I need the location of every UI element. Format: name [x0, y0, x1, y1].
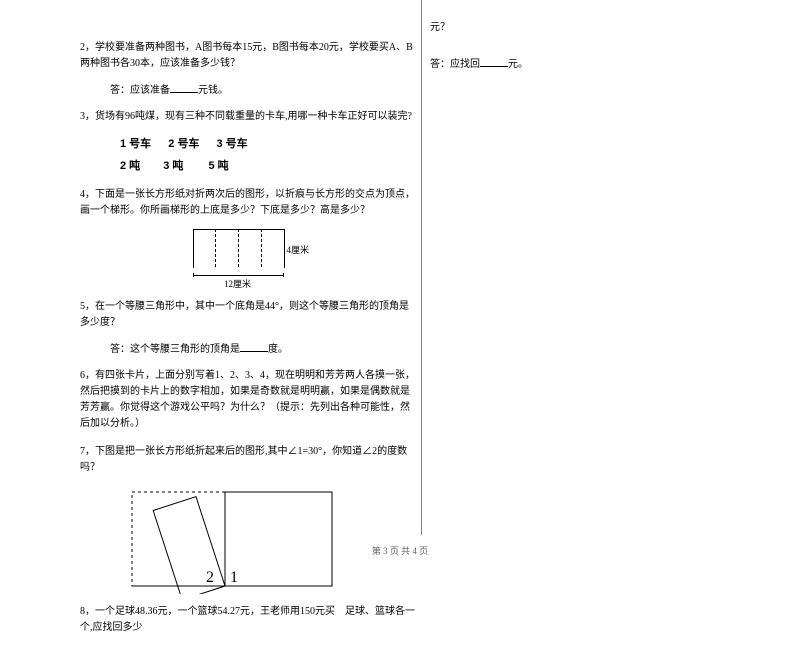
truck-2-value: 3 吨: [163, 160, 183, 172]
page-footer: 第 3 页 共 4 页: [0, 544, 800, 557]
angle-diagram: 1 2: [130, 486, 350, 594]
blank-field: [240, 341, 268, 352]
blank-field: [170, 82, 198, 93]
fold-baseline: [193, 275, 283, 276]
angle-svg: 1 2: [130, 486, 350, 594]
truck-2-label: 2 号车: [168, 138, 199, 150]
right-column: 元？ 答：应找回 元。: [430, 20, 730, 83]
question-4: 4，下面是一张长方形纸对折两次后的图形，以折痕与长方形的交点为顶点，画一个梯形。…: [80, 187, 415, 219]
truck-value-row: 2 吨 3 吨 5 吨: [120, 157, 415, 173]
question-5: 5，在一个等腰三角形中，其中一个底角是44°，则这个等腰三角形的顶角是多少度？: [80, 299, 415, 331]
fold-dash-3: [261, 229, 262, 267]
angle-1-label: 1: [230, 569, 238, 586]
truck-1-label: 1 号车: [120, 138, 151, 150]
answer-8-prefix: 答：应找回: [430, 59, 480, 70]
angle-2-label: 2: [206, 569, 214, 586]
answer-2-suffix: 元钱。: [198, 85, 228, 96]
question-2: 2，学校要准备两种图书，A图书每本15元，B图书每本20元，学校要买A、B两种图…: [80, 40, 415, 72]
question-3: 3，货场有96吨煤，现有三种不同载重量的卡车,用哪一种卡车正好可以装完?: [80, 109, 415, 125]
answer-5: 答：这个等腰三角形的顶角是 度。: [110, 341, 415, 358]
fold-width-label: 12厘米: [193, 277, 283, 290]
question-8-cont: 元？: [430, 20, 730, 36]
fold-height-label: 4厘米: [287, 243, 310, 256]
truck-1-value: 2 吨: [120, 160, 140, 172]
answer-5-prefix: 答：这个等腰三角形的顶角是: [110, 344, 240, 355]
fold-dash-1: [215, 229, 216, 267]
truck-header-row: 1 号车 2 号车 3 号车: [120, 135, 415, 151]
answer-2-prefix: 答：应该准备: [110, 85, 170, 96]
blank-field: [480, 56, 508, 67]
page: 2，学校要准备两种图书，A图书每本15元，B图书每本20元，学校要买A、B两种图…: [0, 0, 800, 565]
question-8: 8，一个足球48.36元，一个篮球54.27元，王老师用150元买 足球、篮球各…: [80, 604, 415, 636]
answer-2: 答：应该准备 元钱。: [110, 82, 415, 99]
right-rect: [225, 492, 332, 586]
fold-diagram: 4厘米 12厘米: [183, 229, 313, 289]
truck-3-value: 5 吨: [209, 160, 229, 172]
fold-dash-2: [238, 229, 239, 267]
column-divider: [421, 0, 422, 535]
question-7: 7，下图是把一张长方形纸折起来后的图形,其中∠1=30°，你知道∠2的度数吗？: [80, 444, 415, 476]
answer-5-suffix: 度。: [268, 344, 288, 355]
truck-3-label: 3 号车: [217, 138, 248, 150]
answer-8-suffix: 元。: [508, 59, 528, 70]
question-6: 6，有四张卡片，上面分别写着1、2、3、4，现在明明和芳芳两人各摸一张，然后把摸…: [80, 368, 415, 432]
fold-tick-right: [283, 273, 284, 277]
fold-rectangle: [193, 229, 285, 268]
answer-8: 答：应找回 元。: [430, 56, 730, 73]
